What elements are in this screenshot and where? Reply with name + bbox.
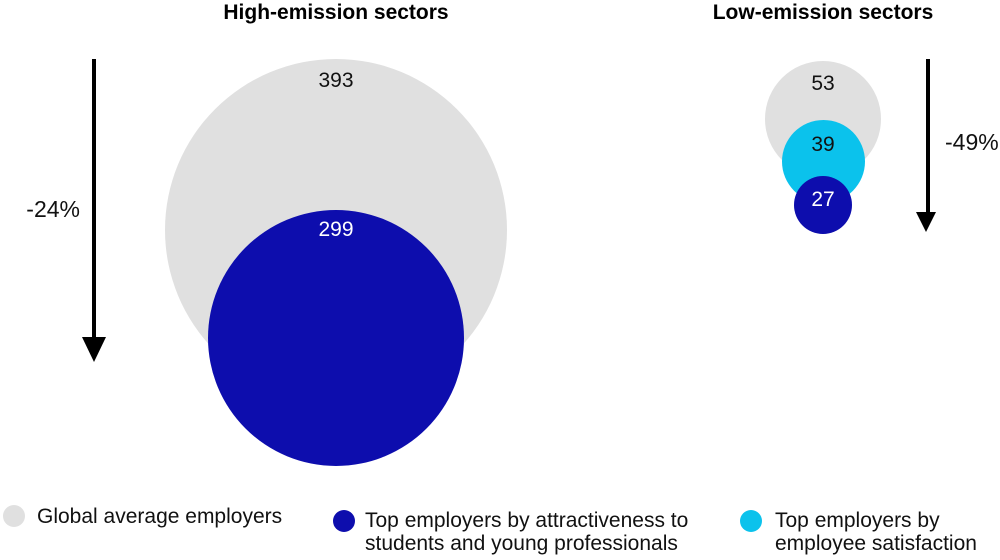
legend-label-line: Global average employers	[37, 505, 283, 528]
decline-arrow-low-head-icon	[916, 212, 936, 232]
legend-label-global-average: Global average employers	[37, 505, 282, 528]
bubble-value-label: 53	[811, 72, 835, 95]
legend-dot-satisfaction	[740, 510, 762, 532]
decline-arrow-high-head-icon	[82, 337, 106, 362]
bubble-value-label: 299	[318, 218, 354, 241]
panel-title-low-emission: Low-emission sectors	[712, 1, 934, 24]
bubble-value-label: 393	[318, 69, 354, 92]
legend-dot-global-average	[3, 505, 25, 527]
bubble-value-label: 27	[811, 188, 835, 211]
decline-arrow-high-line	[92, 59, 96, 339]
panel-title-high-emission: High-emission sectors	[223, 1, 449, 24]
legend-label-line: Top employers by	[775, 509, 940, 532]
legend-label-line: Top employers by attractiveness to	[365, 509, 689, 532]
legend-dot-attractiveness	[333, 510, 355, 532]
decline-arrow-low-line	[926, 59, 930, 214]
legend-label-satisfaction: Top employers by employee satisfaction	[775, 509, 977, 555]
change-label-low: -49%	[945, 129, 999, 155]
legend-label-line: students and young professionals	[365, 532, 678, 555]
legend-label-line: employee satisfaction	[775, 532, 977, 555]
bubble-attractiveness-high	[208, 210, 464, 466]
legend-label-attractiveness: Top employers by attractiveness to stude…	[365, 509, 688, 555]
bubble-value-label: 39	[811, 133, 835, 156]
bubble-attractiveness-low	[794, 176, 852, 234]
change-label-high: -24%	[26, 196, 80, 222]
